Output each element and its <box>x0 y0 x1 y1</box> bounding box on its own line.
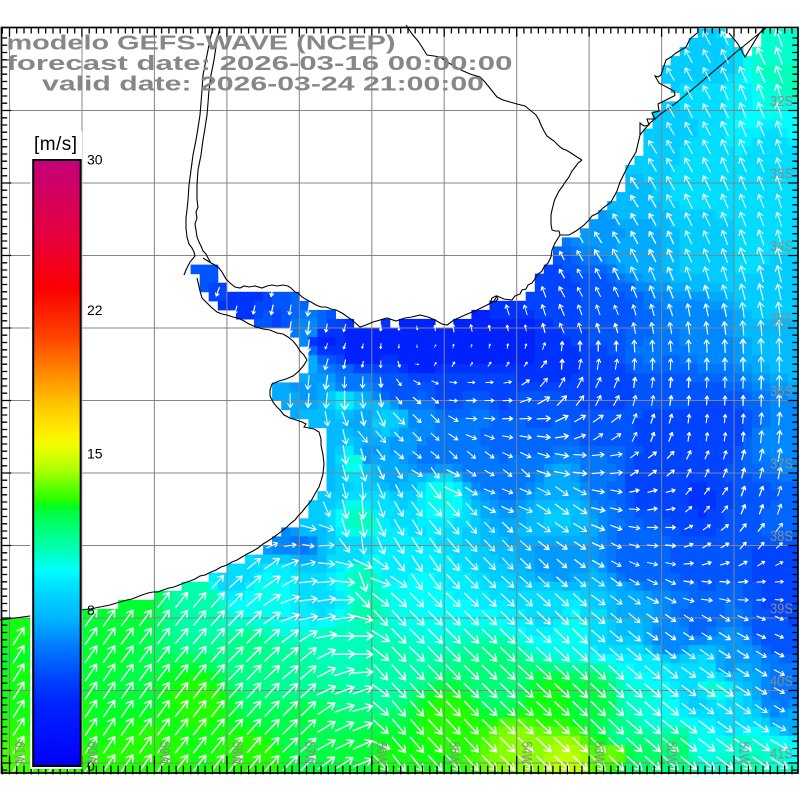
svg-text:35S: 35S <box>770 312 793 328</box>
svg-text:54W: 54W <box>518 742 534 765</box>
svg-text:59W: 59W <box>156 742 172 765</box>
svg-text:22: 22 <box>87 302 103 318</box>
svg-text:38S: 38S <box>770 529 793 545</box>
svg-text:56W: 56W <box>373 742 389 765</box>
svg-text:60W: 60W <box>84 742 100 765</box>
svg-text:39S: 39S <box>770 602 793 618</box>
svg-text:41S: 41S <box>770 747 793 763</box>
svg-text:40S: 40S <box>770 674 793 690</box>
svg-text:32S: 32S <box>770 94 793 110</box>
svg-text:30: 30 <box>87 152 103 168</box>
svg-text:34S: 34S <box>770 239 793 255</box>
svg-text:8: 8 <box>87 602 95 618</box>
svg-text:51W: 51W <box>736 742 752 765</box>
svg-text:58W: 58W <box>228 742 244 765</box>
svg-text:36S: 36S <box>770 384 793 400</box>
svg-text:[m/s]: [m/s] <box>34 134 77 155</box>
svg-text:53W: 53W <box>591 742 607 765</box>
svg-text:15: 15 <box>87 446 103 462</box>
svg-text:modelo GEFS-WAVE (NCEP): modelo GEFS-WAVE (NCEP) <box>7 33 396 55</box>
svg-text:0: 0 <box>87 758 95 774</box>
svg-text:55W: 55W <box>446 742 462 765</box>
svg-text:valid date: 2026-03-24 21:00:0: valid date: 2026-03-24 21:00:00 <box>42 74 484 96</box>
svg-text:33S: 33S <box>770 167 793 183</box>
svg-text:37S: 37S <box>770 457 793 473</box>
svg-text:57W: 57W <box>301 742 317 765</box>
svg-text:forecast date: 2026-03-16 00:0: forecast date: 2026-03-16 00:00:00 <box>7 53 513 75</box>
svg-text:52W: 52W <box>663 742 679 765</box>
svg-text:61W: 61W <box>11 742 27 765</box>
